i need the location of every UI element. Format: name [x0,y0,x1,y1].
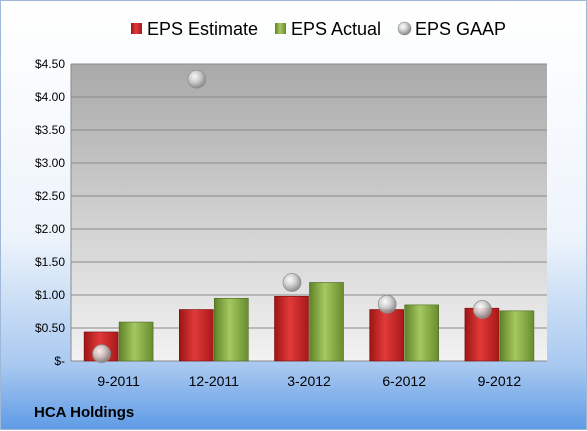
x-tick-label: 3-2012 [287,373,331,389]
bar-eps-estimate [369,309,405,362]
point-eps-gaap [187,69,207,89]
y-tick-label: $- [54,354,65,368]
y-tick-label: $2.50 [35,189,65,203]
y-tick-label: $0.50 [35,321,65,335]
legend-label: EPS GAAP [415,19,506,39]
x-tick-label: 9-2012 [478,373,522,389]
legend-swatch [131,23,142,34]
bar-eps-estimate [274,296,309,362]
legend-swatch [397,21,412,36]
y-tick-label: $2.00 [35,222,65,236]
point-eps-gaap [92,344,111,364]
point-eps-gaap [377,294,397,314]
y-tick-label: $1.50 [35,255,65,269]
gridlines [70,63,547,362]
x-tick-label: 6-2012 [382,373,426,389]
bar-eps-actual [214,297,249,362]
bar-eps-actual [309,282,344,362]
y-tick-label: $3.50 [35,123,65,137]
bar-eps-estimate [179,309,214,362]
legend-swatch [275,23,286,34]
bars [83,282,535,362]
y-tick-label: $4.00 [35,90,65,104]
y-axis-ticks: $- $0.50 $1.00 $1.50 $2.00 $2.50 $3.00 $3.50 $4.… [35,57,65,368]
y-tick-label: $3.00 [35,156,65,170]
bar-eps-actual [118,321,154,362]
x-axis-ticks: 9-2011 12-2011 3-2012 6-2012 9-2012 [97,373,521,389]
y-tick-label: $4.50 [35,57,65,71]
x-tick-label: 12-2011 [189,373,240,389]
bar-eps-actual [404,304,440,362]
legend: EPS Estimate EPS Actual EPS GAAP [131,19,506,39]
gaap-points [92,69,492,364]
bar-eps-actual [499,310,535,362]
x-tick-label: 9-2011 [97,373,140,389]
legend-label: EPS Actual [291,19,381,39]
point-eps-gaap [282,273,302,292]
legend-label: EPS Estimate [147,19,258,39]
point-eps-gaap [473,300,492,319]
company-label: HCA Holdings [34,404,134,421]
y-tick-label: $1.00 [35,288,65,302]
